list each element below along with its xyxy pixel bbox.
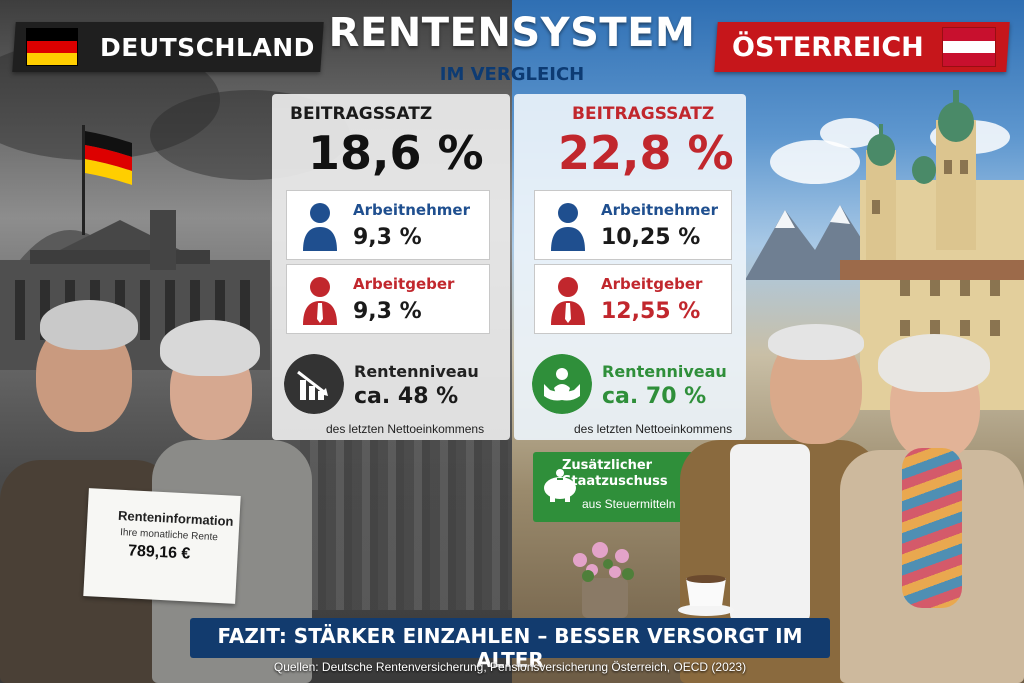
german-flag-icon xyxy=(26,28,78,66)
person-icon xyxy=(551,203,585,251)
austria-employer-rate: 12,55 % xyxy=(601,299,701,324)
austria-pension-level-note: des letzten Nettoeinkommens xyxy=(574,422,733,436)
hands-care-icon xyxy=(532,354,592,414)
germany-pension-level-value: ca. 48 % xyxy=(354,384,459,409)
germany-pension-level-label: Rentenniveau xyxy=(354,362,479,381)
austria-pension-level-value: ca. 70 % xyxy=(602,384,707,409)
germany-contribution-label: BEITRAGSSATZ xyxy=(290,104,433,124)
businessman-icon xyxy=(303,277,337,325)
coffee-cup-illustration xyxy=(678,575,734,616)
austria-employer-box: Arbeitgeber 12,55 % xyxy=(534,264,732,334)
businessman-icon xyxy=(551,277,585,325)
person-icon xyxy=(303,203,337,251)
germany-label: DEUTSCHLAND xyxy=(100,33,315,62)
austrian-flag-icon xyxy=(942,27,996,67)
austria-label: ÖSTERREICH xyxy=(732,32,924,63)
germany-contribution-rate: 18,6 % xyxy=(308,126,484,180)
austria-employee-label: Arbeitnehmer xyxy=(601,201,718,219)
austria-employer-label: Arbeitgeber xyxy=(601,275,703,293)
germany-employer-box: Arbeitgeber 9,3 % xyxy=(286,264,490,334)
germany-employee-box: Arbeitnehmer 9,3 % xyxy=(286,190,490,260)
germany-employer-label: Arbeitgeber xyxy=(353,275,455,293)
austria-contribution-rate: 22,8 % xyxy=(558,126,734,180)
page-subtitle: IM VERGLEICH xyxy=(439,64,585,85)
declining-chart-icon xyxy=(284,354,344,414)
piggy-bank-icon xyxy=(544,469,576,502)
state-subsidy-title: Zusätzlicher Staatzuschuss xyxy=(562,458,668,489)
conclusion-text: FAZIT: STÄRKER EINZAHLEN – BESSER VERSOR… xyxy=(217,624,803,672)
germany-employee-label: Arbeitnehmer xyxy=(353,201,470,219)
germany-employer-rate: 9,3 % xyxy=(353,299,422,324)
conclusion-bar xyxy=(190,618,830,658)
page-title: RENTENSYSTEM xyxy=(328,10,696,56)
austria-contribution-label: BEITRAGSSATZ xyxy=(572,104,715,124)
flower-pot-illustration xyxy=(573,542,634,618)
state-subsidy-note: aus Steuermitteln xyxy=(582,497,676,511)
austria-employee-rate: 10,25 % xyxy=(601,225,701,250)
germany-pension-level-note: des letzten Nettoeinkommens xyxy=(326,422,485,436)
austria-pension-level-label: Rentenniveau xyxy=(602,362,727,381)
german-flag-on-pole xyxy=(82,125,132,235)
city-rooftops xyxy=(300,440,512,610)
austria-employee-box: Arbeitnehmer 10,25 % xyxy=(534,190,732,260)
sources-text: Quellen: Deutsche Rentenversicherung, Pe… xyxy=(273,660,747,674)
germany-employee-rate: 9,3 % xyxy=(353,225,422,250)
